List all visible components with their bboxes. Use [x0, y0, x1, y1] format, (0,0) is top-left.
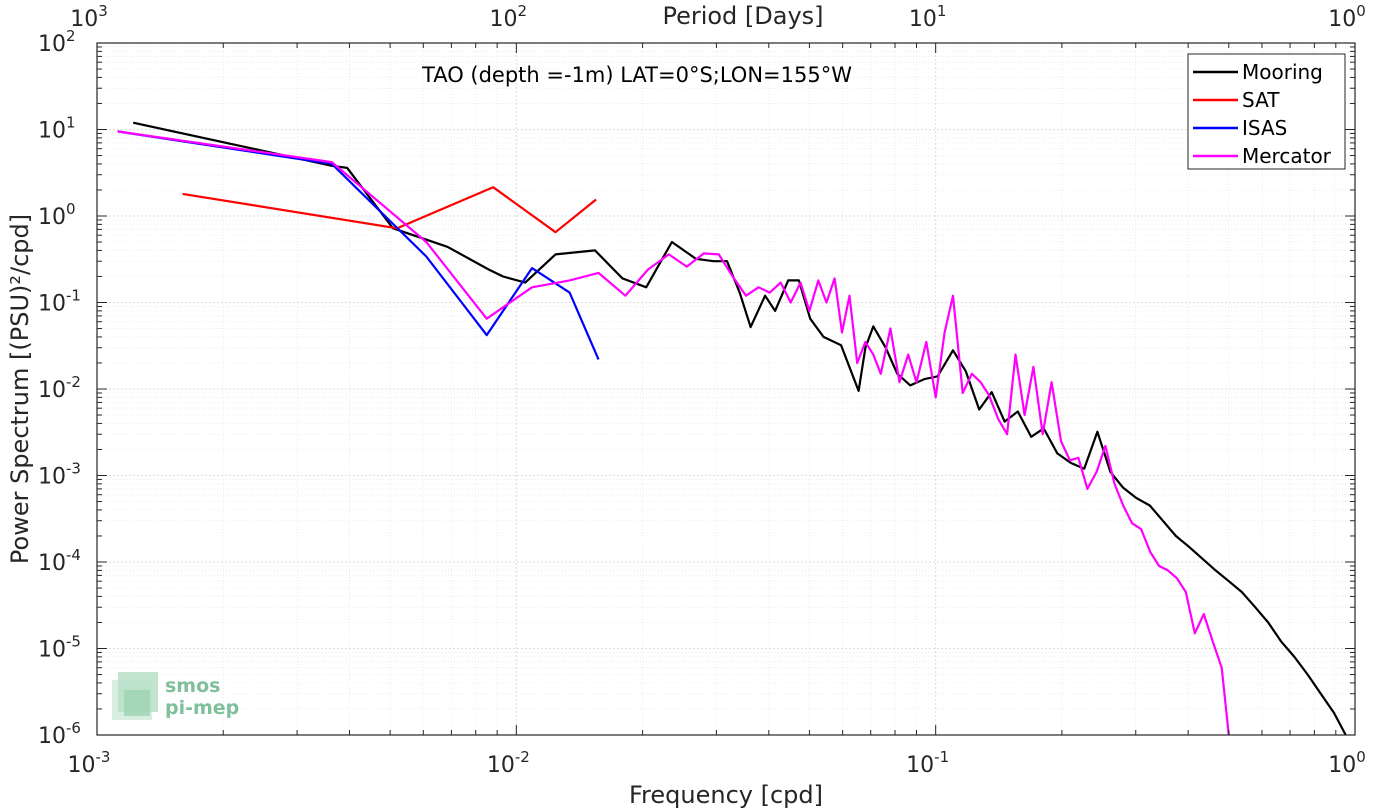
top-tick-label: 100 [1328, 2, 1366, 32]
logo-text-pimep: pi-mep [165, 697, 239, 719]
x-tick-label: 10-2 [487, 748, 530, 778]
legend-label-mercator: Mercator [1242, 144, 1332, 168]
legend-label-mooring: Mooring [1242, 60, 1323, 84]
top-tick-label: 103 [70, 2, 108, 32]
y-tick-label: 10-3 [38, 460, 81, 490]
top-tick-label: 102 [490, 2, 528, 32]
chart-annotation: TAO (depth =-1m) LAT=0°S;LON=155°W [421, 63, 852, 87]
series-line-sat [182, 186, 597, 234]
x-tick-label: 10-3 [68, 748, 111, 778]
logo-text-smos: smos [165, 675, 220, 697]
top-axis-label: Period [Days] [662, 2, 823, 30]
y-tick-label: 100 [38, 200, 76, 230]
x-tick-labels: 10-3 10-2 10-1 100 [68, 748, 1366, 778]
y-tick-label: 102 [38, 27, 76, 57]
series-line-mooring [132, 121, 1347, 736]
legend: Mooring SAT ISAS Mercator [1187, 53, 1346, 170]
x-axis-label: Frequency [cpd] [629, 781, 823, 809]
y-tick-label: 10-2 [38, 373, 81, 403]
legend-label-isas: ISAS [1242, 116, 1287, 140]
series-group [117, 121, 1347, 736]
series-line-mercator [117, 130, 1230, 736]
legend-label-sat: SAT [1242, 88, 1280, 112]
top-tick-labels: 103 102 101 100 [70, 2, 1366, 32]
x-tick-label: 100 [1328, 748, 1366, 778]
smos-pimep-logo: smos pi-mep [112, 672, 239, 720]
series-line-isas [117, 130, 600, 360]
grid [96, 43, 1355, 736]
x-tick-label: 10-1 [906, 748, 949, 778]
y-tick-label: 101 [38, 114, 76, 144]
y-tick-label: 10-5 [38, 633, 81, 663]
y-tick-label: 10-4 [38, 546, 81, 576]
y-tick-labels: 102 101 100 10-1 10-2 10-3 10-4 10-5 10-6 [38, 27, 81, 749]
y-tick-label: 10-6 [38, 719, 81, 749]
tick-marks [96, 43, 1355, 736]
y-tick-label: 10-1 [38, 287, 81, 317]
top-tick-label: 101 [909, 2, 947, 32]
y-axis-label: Power Spectrum [(PSU)²/cpd] [6, 214, 34, 564]
